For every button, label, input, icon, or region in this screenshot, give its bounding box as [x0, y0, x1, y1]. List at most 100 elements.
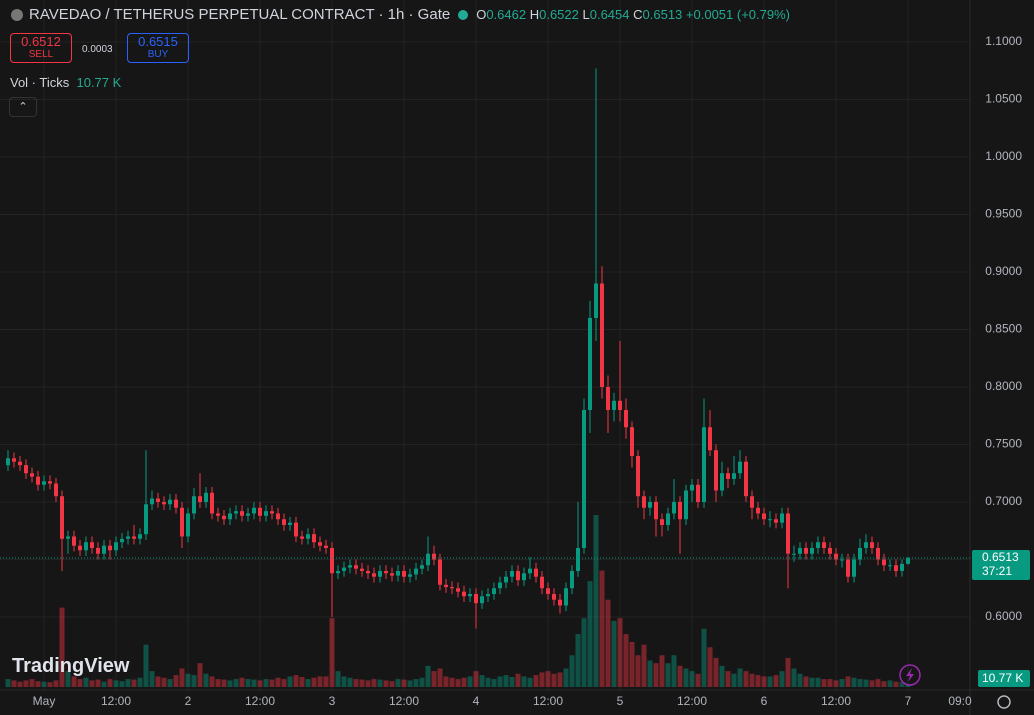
- volume-bar: [209, 676, 215, 687]
- candle-body: [744, 461, 748, 497]
- volume-bar: [299, 676, 305, 687]
- volume-bar: [59, 607, 65, 687]
- candle-body: [606, 386, 610, 410]
- volume-bar: [11, 680, 17, 687]
- volume-bar: [881, 681, 887, 687]
- candle-body: [534, 568, 538, 577]
- y-tick-label: 1.0000: [985, 149, 1022, 163]
- candle-body: [156, 498, 160, 502]
- volume-bar: [725, 671, 731, 687]
- candle-body: [618, 400, 622, 410]
- volume-bar: [383, 680, 389, 687]
- volume-legend-label: Vol · Ticks: [10, 75, 70, 90]
- volume-bar: [887, 680, 893, 687]
- candle-body: [276, 513, 280, 520]
- candle-body: [288, 522, 292, 525]
- volume-bar: [851, 677, 857, 687]
- candle-body: [594, 283, 598, 318]
- volume-bar: [551, 673, 557, 687]
- volume-bar: [563, 668, 569, 687]
- spread: 0.0003: [82, 44, 113, 55]
- volume-bar: [797, 673, 803, 687]
- volume-bar: [677, 665, 683, 687]
- candle-body: [378, 570, 382, 577]
- h-value: 0.6522: [539, 7, 579, 22]
- candle-body: [348, 565, 352, 568]
- candle-body: [354, 565, 358, 569]
- volume-bar: [485, 677, 491, 687]
- volume-bar: [893, 681, 899, 687]
- candle-body: [132, 536, 136, 539]
- volume-bar: [437, 668, 443, 687]
- candle-body: [42, 481, 46, 485]
- l-key: L: [582, 7, 590, 22]
- price-label: 0.6513: [982, 550, 1019, 564]
- candle-body: [750, 496, 754, 508]
- symbol-title[interactable]: RAVEDAO / TETHERUS PERPETUAL CONTRACT · …: [29, 6, 451, 23]
- candle-body: [852, 559, 856, 577]
- volume-label-box: [978, 670, 1030, 687]
- volume-bar: [221, 679, 227, 687]
- candle-body: [816, 542, 820, 548]
- candle-body: [216, 513, 220, 516]
- candle-body: [720, 473, 724, 491]
- candle-body: [306, 534, 310, 539]
- volume-bar: [587, 581, 593, 687]
- volume-bar: [341, 676, 347, 687]
- candle-body: [774, 519, 778, 523]
- candle-body: [684, 490, 688, 520]
- x-tick-label: 5: [617, 694, 624, 708]
- volume-bar: [731, 673, 737, 687]
- collapse-button[interactable]: ⌃: [9, 97, 37, 117]
- volume-bar: [647, 660, 653, 687]
- volume-legend-value: 10.77 K: [76, 75, 122, 90]
- candle-body: [96, 547, 100, 554]
- volume-bar: [695, 673, 701, 687]
- volume-bar: [827, 679, 833, 687]
- volume-bar: [197, 663, 203, 687]
- o-key: O: [476, 7, 487, 22]
- price-axis: [970, 0, 1034, 715]
- candle-body: [738, 461, 742, 474]
- volume-bar: [359, 679, 365, 687]
- y-tick-label: 1.1000: [985, 34, 1022, 48]
- y-tick-label: 0.9000: [985, 264, 1022, 278]
- candle-body: [438, 559, 442, 585]
- y-tick-label: 0.6000: [985, 609, 1022, 623]
- candle-body: [570, 570, 574, 589]
- volume-bar: [785, 657, 791, 687]
- volume-bar: [683, 668, 689, 687]
- candle-body: [888, 565, 892, 567]
- candle-body: [210, 492, 214, 514]
- x-tick-label: 6: [761, 694, 768, 708]
- volume-bar: [641, 644, 647, 687]
- candle-body: [222, 515, 226, 520]
- candle-body: [480, 596, 484, 604]
- candle-body: [516, 570, 520, 581]
- volume-bar: [869, 680, 875, 687]
- volume-bar: [503, 675, 509, 687]
- volume-bar: [251, 679, 257, 687]
- candle-body: [846, 559, 850, 577]
- x-tick-label: 12:00: [245, 694, 275, 708]
- candle-body: [804, 547, 808, 554]
- volume-bar: [527, 677, 533, 687]
- candle-body: [228, 513, 232, 520]
- buy-button[interactable]: 0.6515 BUY: [127, 33, 189, 63]
- header: RAVEDAO / TETHERUS PERPETUAL CONTRACT · …: [10, 6, 790, 23]
- volume-bar: [191, 675, 197, 687]
- candle-body: [558, 599, 562, 606]
- sell-button[interactable]: 0.6512 SELL: [10, 33, 72, 63]
- candle-body: [810, 547, 814, 554]
- x-tick-label: 12:00: [677, 694, 707, 708]
- candle-body: [474, 593, 478, 604]
- volume-bar: [815, 677, 821, 687]
- volume-bar: [245, 679, 251, 687]
- volume-bar: [791, 668, 797, 687]
- candle-body: [120, 538, 124, 543]
- candle-body: [390, 573, 394, 576]
- candle-body: [492, 588, 496, 594]
- candle-body: [420, 565, 424, 569]
- candle-body: [324, 545, 328, 548]
- candle-body: [666, 513, 670, 525]
